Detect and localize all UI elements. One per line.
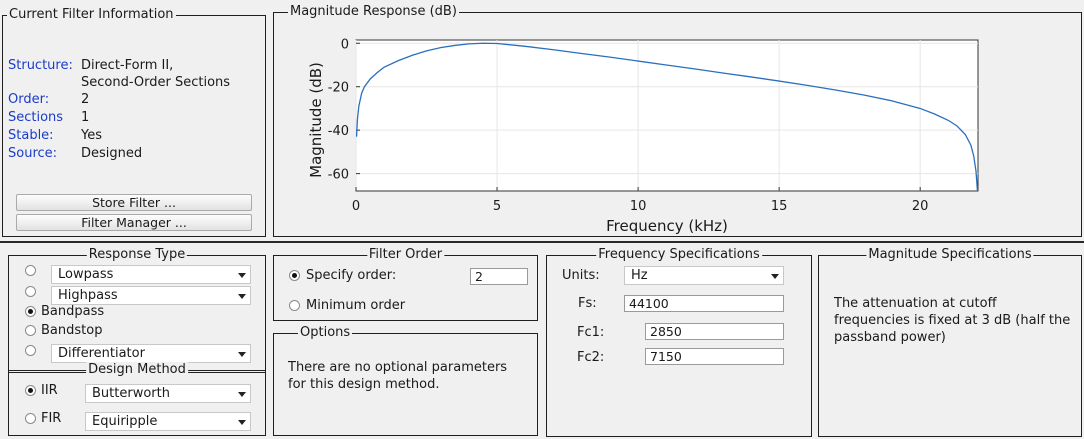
fc1-input[interactable]: 2850 [645, 323, 784, 340]
bandpass-label[interactable]: Bandpass [41, 304, 105, 319]
order-value: 2 [81, 92, 90, 107]
magnitude-specs-text-line3: passband power) [834, 330, 946, 345]
chevron-down-icon [238, 420, 246, 425]
chevron-down-icon [238, 352, 246, 357]
iir-method-value: Butterworth [92, 386, 170, 401]
store-filter-button[interactable]: Store Filter ... [16, 194, 252, 211]
lowpass-dropdown[interactable]: Lowpass [51, 265, 251, 284]
structure-value-2: Second-Order Sections [81, 75, 231, 90]
options-text-line2: for this design method. [288, 377, 440, 392]
current-filter-info-panel: Current Filter Information Structure: Di… [2, 7, 266, 237]
minimum-order-label[interactable]: Minimum order [306, 298, 406, 313]
highpass-radio[interactable] [25, 286, 36, 297]
bandpass-radio[interactable] [25, 306, 36, 317]
stable-key: Stable: [8, 128, 54, 143]
iir-radio[interactable] [25, 385, 36, 396]
filter-order-title: Filter Order [366, 247, 445, 263]
highpass-dropdown[interactable]: Highpass [51, 286, 251, 305]
magnitude-specs-text-line2: frequencies is fixed at 3 dB (half the [834, 313, 1071, 328]
frequency-specs-panel: Frequency Specifications [546, 247, 812, 437]
stable-value: Yes [81, 128, 102, 143]
specify-order-radio[interactable] [289, 270, 300, 281]
frequency-specs-title: Frequency Specifications [596, 247, 762, 263]
options-title: Options [298, 325, 353, 341]
sections-key: Sections [8, 110, 64, 125]
sections-value: 1 [81, 110, 90, 125]
chevron-down-icon [238, 273, 246, 278]
fir-method-dropdown[interactable]: Equiripple [85, 412, 251, 431]
magnitude-response-panel: Magnitude Response (dB) [273, 4, 1082, 237]
design-method-title: Design Method [86, 362, 188, 378]
current-filter-info-title: Current Filter Information [7, 7, 176, 23]
magnitude-specs-panel: Magnitude Specifications The attenuation… [818, 247, 1082, 437]
chevron-down-icon [238, 294, 246, 299]
differentiator-dropdown[interactable]: Differentiator [51, 344, 251, 363]
response-type-title: Response Type [86, 247, 188, 263]
source-key: Source: [8, 146, 58, 161]
minimum-order-radio[interactable] [289, 300, 300, 311]
fir-radio[interactable] [25, 413, 36, 424]
options-panel: Options There are no optional parameters… [273, 325, 538, 436]
units-value: Hz [631, 268, 648, 283]
magnitude-specs-title: Magnitude Specifications [866, 247, 1034, 263]
fir-label[interactable]: FIR [41, 411, 62, 426]
differentiator-radio[interactable] [25, 345, 36, 356]
response-type-panel: Response Type [8, 247, 266, 373]
chevron-down-icon [238, 392, 246, 397]
filter-manager-button[interactable]: Filter Manager ... [16, 214, 252, 231]
fs-label: Fs: [578, 296, 597, 311]
order-key: Order: [8, 92, 50, 107]
units-dropdown[interactable]: Hz [624, 266, 784, 285]
structure-key: Structure: [8, 58, 73, 73]
fs-input[interactable]: 44100 [624, 295, 784, 312]
chevron-down-icon [771, 274, 779, 279]
specify-order-label[interactable]: Specify order: [306, 268, 397, 283]
fir-method-value: Equiripple [92, 414, 158, 429]
magnitude-specs-text-line1: The attenuation at cutoff [834, 296, 997, 311]
filter-order-panel: Filter Order [273, 247, 538, 321]
magnitude-response-title: Magnitude Response (dB) [288, 4, 459, 20]
bandstop-label[interactable]: Bandstop [41, 323, 103, 338]
fc1-label: Fc1: [577, 325, 605, 340]
fc2-input[interactable]: 7150 [645, 348, 784, 365]
lowpass-label: Lowpass [58, 267, 114, 282]
bandstop-radio[interactable] [25, 325, 36, 336]
order-input[interactable]: 2 [470, 268, 528, 285]
differentiator-label: Differentiator [58, 346, 145, 361]
design-method-panel: Design Method [8, 362, 266, 436]
fc2-label: Fc2: [577, 350, 605, 365]
highpass-label: Highpass [58, 288, 118, 303]
options-text-line1: There are no optional parameters [288, 360, 508, 375]
source-value: Designed [81, 146, 143, 161]
lowpass-radio[interactable] [25, 265, 36, 276]
section-divider [0, 241, 1084, 243]
structure-value: Direct-Form II, [81, 58, 174, 73]
iir-method-dropdown[interactable]: Butterworth [85, 384, 251, 403]
iir-label[interactable]: IIR [41, 383, 58, 398]
units-label: Units: [562, 268, 600, 283]
